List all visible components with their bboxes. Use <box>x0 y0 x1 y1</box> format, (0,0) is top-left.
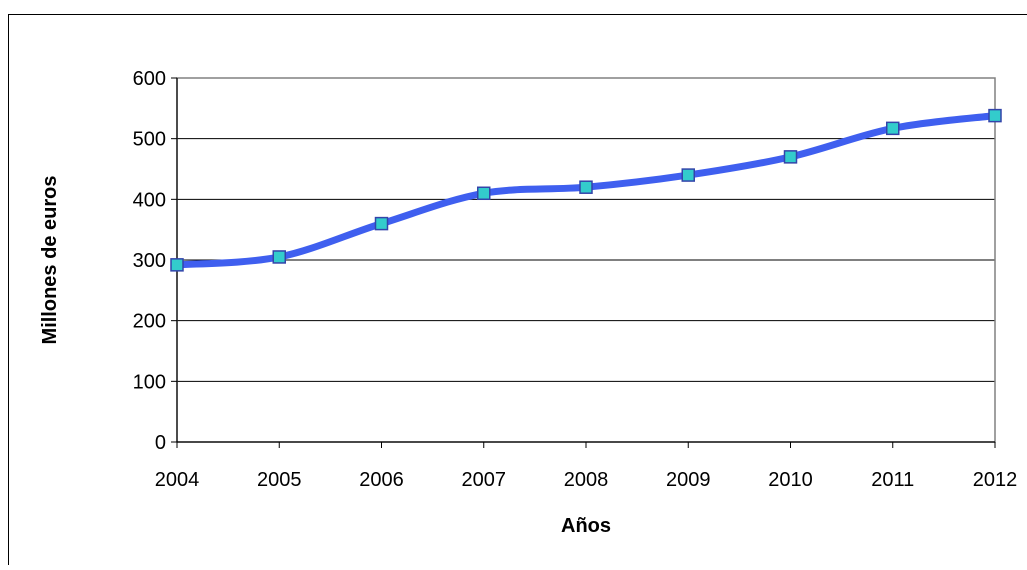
data-point <box>989 110 1001 122</box>
x-axis-title: Años <box>561 515 611 537</box>
x-tick-label: 2004 <box>155 469 200 491</box>
data-point <box>376 218 388 230</box>
y-tick-label: 300 <box>133 250 166 272</box>
data-point <box>785 151 797 163</box>
x-tick-label: 2006 <box>359 469 404 491</box>
x-tick-label: 2010 <box>768 469 813 491</box>
data-point <box>273 251 285 263</box>
y-tick-label: 600 <box>133 68 166 90</box>
x-tick-label: 2008 <box>564 469 609 491</box>
y-tick-label: 100 <box>133 371 166 393</box>
x-tick-label: 2012 <box>973 469 1018 491</box>
y-tick-label: 500 <box>133 129 166 151</box>
x-tick-label: 2007 <box>462 469 507 491</box>
y-tick-label: 0 <box>155 432 166 454</box>
data-point <box>171 259 183 271</box>
x-tick-label: 2011 <box>871 469 914 491</box>
y-axis-title: Millones de euros <box>39 176 61 345</box>
data-point <box>682 169 694 181</box>
x-tick-label: 2009 <box>666 469 711 491</box>
data-point <box>478 187 490 199</box>
data-point <box>580 181 592 193</box>
y-tick-label: 200 <box>133 311 166 333</box>
x-tick-label: 2005 <box>257 469 302 491</box>
data-point <box>887 122 899 134</box>
y-tick-label: 400 <box>133 189 166 211</box>
